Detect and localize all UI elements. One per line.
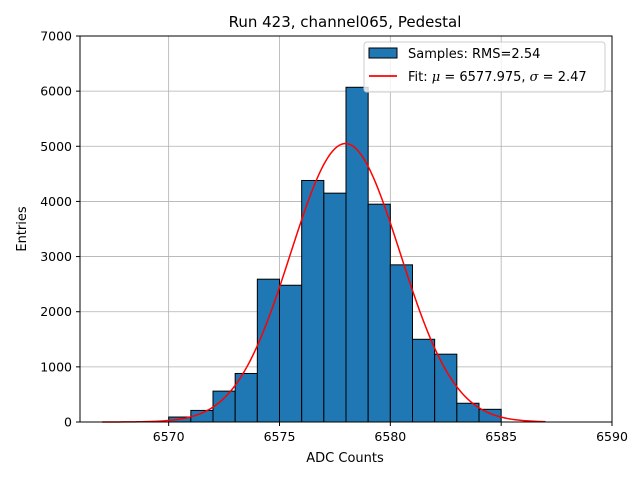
x-tick-label: 6585 xyxy=(485,429,517,444)
y-tick-label: 7000 xyxy=(40,29,72,44)
legend-samples-label: Samples: RMS=2.54 xyxy=(408,47,540,62)
histogram-bar xyxy=(412,338,436,423)
y-tick-label: 6000 xyxy=(40,84,72,99)
histogram-bar xyxy=(367,203,391,423)
x-axis-ticks: 6570 6575 6580 6585 6590 xyxy=(153,422,628,444)
x-tick-label: 6570 xyxy=(153,429,185,444)
legend-box xyxy=(363,41,606,93)
y-tick-label: 4000 xyxy=(40,194,72,209)
x-tick-label: 6575 xyxy=(264,429,296,444)
legend-fit-mu-value: = 6577.975, xyxy=(440,70,529,85)
y-axis-label: Entries xyxy=(15,206,30,252)
histogram-bar xyxy=(256,278,281,423)
chart-title: Run 423, channel065, Pedestal xyxy=(229,13,462,31)
histogram-bar xyxy=(279,284,303,423)
legend-fit-sigma-symbol: σ xyxy=(530,70,540,85)
y-tick-label: 5000 xyxy=(40,139,72,154)
x-axis-label: ADC Counts xyxy=(306,451,384,466)
y-tick-label: 0 xyxy=(64,415,72,430)
histogram-bar xyxy=(323,192,347,423)
y-tick-label: 2000 xyxy=(40,304,72,319)
histogram-bar xyxy=(389,264,414,423)
x-tick-label: 6590 xyxy=(596,429,628,444)
plot-frame xyxy=(79,35,613,423)
histogram-bar xyxy=(212,390,236,423)
histogram-bar xyxy=(301,179,325,423)
legend-fit-sigma-value: = 2.47 xyxy=(539,70,587,85)
y-tick-label: 1000 xyxy=(40,359,72,374)
legend-fit-prefix: Fit: xyxy=(408,70,432,85)
histogram-bar xyxy=(345,86,369,423)
histogram-bar xyxy=(434,353,458,423)
legend-samples-swatch xyxy=(368,47,398,59)
x-tick-label: 6580 xyxy=(374,429,406,444)
legend-fit-mu-symbol: μ xyxy=(432,70,440,85)
y-axis-ticks: 0 1000 2000 3000 4000 5000 6000 7000 xyxy=(40,29,80,430)
legend-fit-label: Fit: μ = 6577.975, σ = 2.47 xyxy=(408,70,587,85)
gaussian-fit-curve xyxy=(102,142,546,423)
legend: Samples: RMS=2.54 Fit: μ = 6577.975, σ =… xyxy=(363,41,606,93)
y-tick-label: 3000 xyxy=(40,249,72,264)
histogram-bars xyxy=(168,86,502,423)
